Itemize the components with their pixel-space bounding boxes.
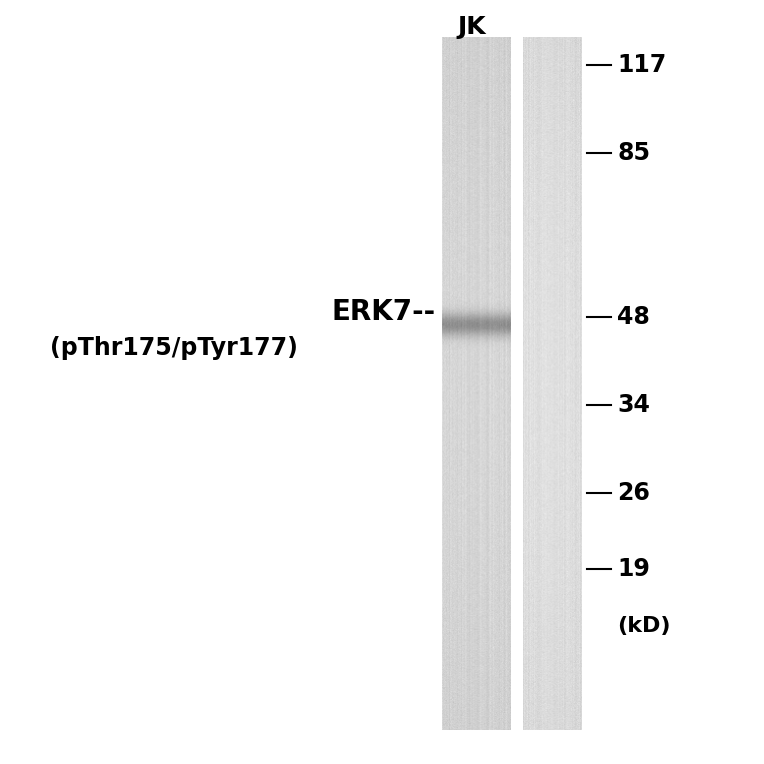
Text: 48: 48 [617,305,650,329]
Text: (kD): (kD) [617,617,671,636]
Text: 117: 117 [617,53,666,77]
Text: (pThr175/pTyr177): (pThr175/pTyr177) [50,335,298,360]
Text: 19: 19 [617,557,650,581]
Text: 85: 85 [617,141,650,165]
Text: ERK7--: ERK7-- [332,298,435,325]
Text: 26: 26 [617,481,650,505]
Text: 34: 34 [617,393,650,417]
Text: JK: JK [458,15,487,39]
